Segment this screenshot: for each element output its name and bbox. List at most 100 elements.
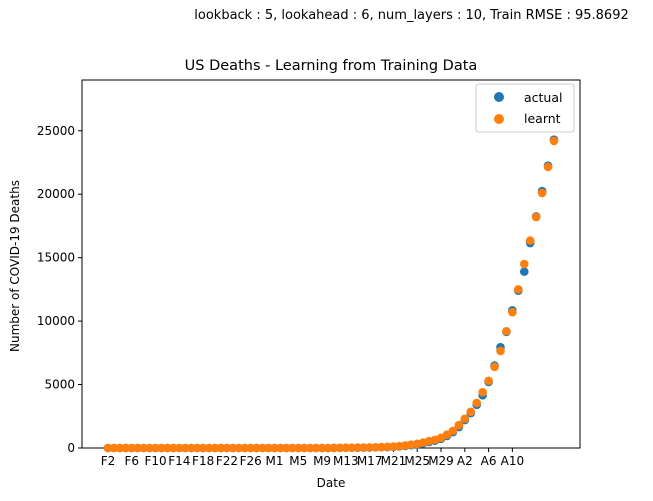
- x-tick-label: M1: [266, 454, 284, 468]
- point-learnt: [258, 443, 267, 453]
- point-learnt: [139, 443, 148, 453]
- point-learnt: [496, 346, 505, 356]
- point-learnt: [127, 443, 137, 453]
- legend-marker-actual: [494, 92, 504, 102]
- point-learnt: [276, 443, 285, 453]
- x-axis-ticks: F2 F6 F10 F14 F18 F22 F26 M1 M5 M9 M13M17M21M25M29…: [101, 448, 524, 468]
- point-learnt: [484, 376, 493, 386]
- point-learnt: [341, 443, 351, 452]
- point-learnt: [466, 407, 476, 417]
- point-learnt: [460, 414, 470, 424]
- point-learnt: [311, 443, 321, 453]
- legend-label-actual: actual: [524, 90, 563, 105]
- point-learnt: [537, 188, 547, 198]
- x-tick-label: A2: [457, 454, 473, 468]
- point-learnt: [549, 136, 559, 146]
- point-learnt: [514, 285, 523, 294]
- x-tick-label: M5: [289, 454, 307, 468]
- point-learnt: [133, 443, 143, 453]
- plot-frame: [81, 79, 581, 449]
- point-learnt: [252, 443, 261, 453]
- point-learnt: [359, 443, 369, 452]
- y-axis-ticks: 0 5000 10000 15000 20000 25000: [37, 124, 82, 455]
- x-tick-label: A6: [481, 454, 497, 468]
- x-tick-label: M29: [428, 454, 454, 468]
- y-tick-label: 20000: [37, 187, 75, 201]
- point-learnt: [472, 398, 481, 408]
- x-tick-label: M9: [313, 454, 331, 468]
- point-learnt: [240, 443, 250, 453]
- point-learnt: [329, 443, 339, 453]
- point-learnt: [264, 443, 273, 453]
- point-learnt: [502, 326, 511, 336]
- x-tick-label: M17: [357, 454, 383, 468]
- point-learnt: [204, 443, 214, 453]
- point-learnt: [145, 443, 154, 453]
- point-learnt: [121, 443, 131, 453]
- point-learnt: [198, 443, 208, 453]
- point-learnt: [293, 443, 303, 453]
- point-learnt: [371, 442, 380, 452]
- legend: actual learnt: [475, 83, 575, 133]
- point-learnt: [448, 426, 458, 436]
- point-learnt: [192, 443, 202, 453]
- y-tick-label: 25000: [37, 124, 75, 138]
- x-tick-label: A10: [501, 454, 524, 468]
- point-learnt: [186, 443, 196, 453]
- point-learnt: [222, 443, 232, 453]
- x-tick-label: F6: [125, 454, 140, 468]
- point-learnt: [270, 443, 279, 453]
- point-learnt: [299, 443, 309, 453]
- point-learnt: [365, 443, 374, 452]
- x-tick-label: F2: [101, 454, 116, 468]
- point-learnt: [175, 443, 184, 453]
- x-tick-label: F14: [168, 454, 190, 468]
- x-axis-label: Date: [317, 476, 346, 490]
- axes-area: [81, 79, 581, 449]
- x-tick-label: M13: [333, 454, 359, 468]
- x-tick-label: F10: [144, 454, 166, 468]
- point-actual: [519, 267, 529, 276]
- point-learnt: [347, 443, 357, 452]
- point-learnt: [210, 443, 220, 453]
- point-learnt: [169, 443, 178, 453]
- point-learnt: [335, 443, 345, 453]
- y-tick-label: 15000: [37, 251, 75, 265]
- point-learnt: [508, 307, 517, 317]
- data-points: [103, 135, 559, 453]
- point-learnt: [288, 443, 297, 453]
- point-learnt: [282, 443, 291, 453]
- point-learnt: [228, 443, 238, 453]
- point-learnt: [157, 443, 166, 453]
- point-learnt: [490, 362, 499, 372]
- x-tick-label: F18: [192, 454, 214, 468]
- point-learnt: [234, 443, 244, 453]
- point-learnt: [353, 443, 363, 452]
- point-learnt: [454, 420, 464, 430]
- x-tick-label: F26: [240, 454, 262, 468]
- point-learnt: [478, 387, 487, 397]
- point-learnt: [115, 443, 125, 453]
- point-learnt: [317, 443, 327, 453]
- chart-title: US Deaths - Learning from Training Data: [185, 58, 478, 74]
- point-learnt: [531, 212, 541, 222]
- point-learnt: [305, 443, 315, 453]
- point-learnt: [519, 259, 529, 269]
- legend-label-learnt: learnt: [524, 111, 561, 126]
- point-learnt: [109, 443, 119, 453]
- point-learnt: [525, 236, 535, 245]
- point-learnt: [163, 443, 172, 453]
- point-learnt: [103, 443, 113, 453]
- y-tick-label: 5000: [44, 378, 75, 392]
- x-tick-label: M25: [404, 454, 430, 468]
- y-tick-label: 10000: [37, 314, 75, 328]
- x-tick-label: F22: [216, 454, 238, 468]
- point-learnt: [323, 443, 333, 453]
- point-learnt: [181, 443, 190, 453]
- point-learnt: [151, 443, 160, 453]
- y-axis-label: Number of COVID-19 Deaths: [8, 180, 22, 352]
- point-learnt: [246, 443, 256, 453]
- y-tick-label: 0: [67, 441, 75, 455]
- figure-suptitle: lookback : 5, lookahead : 6, num_layers …: [194, 8, 629, 23]
